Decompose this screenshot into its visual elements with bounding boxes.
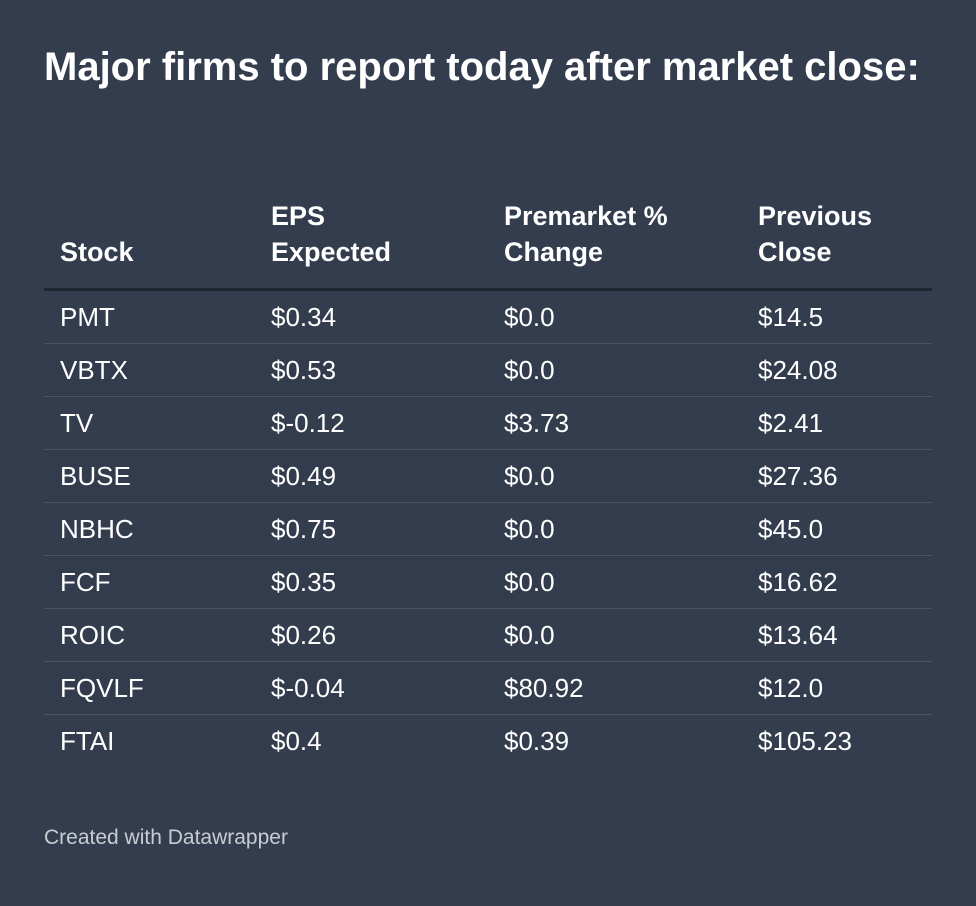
cell-stock: VBTX — [44, 343, 255, 397]
table-row: FCF $0.35 $0.0 $16.62 — [44, 555, 932, 609]
header-line-2: Close — [758, 237, 832, 267]
cell-premarket-change: $0.39 — [504, 725, 570, 756]
header-stock: Stock — [44, 196, 255, 291]
cell-premarket-change: $3.73 — [488, 396, 742, 450]
header-previous-close: Previous Close — [742, 196, 932, 291]
cell-premarket-change: $0.0 — [488, 608, 742, 662]
table-row: PMT $0.34 $0.0 $14.5 — [44, 289, 932, 344]
cell-eps-expected: $0.49 — [255, 449, 488, 503]
cell-eps-expected: $-0.04 — [255, 661, 488, 715]
header-line-2: Stock — [60, 237, 134, 267]
cell-eps-expected: $0.26 — [255, 608, 488, 662]
cell-stock: TV — [44, 396, 255, 450]
cell-stock: ROIC — [44, 608, 255, 662]
header-eps-expected: EPS Expected — [255, 196, 488, 291]
cell-premarket-change: $0.0 — [488, 555, 742, 609]
table-row: ROIC $0.26 $0.0 $13.64 — [44, 608, 932, 662]
cell-eps-expected: $0.53 — [255, 343, 488, 397]
datawrapper-credit: Created with Datawrapper — [44, 826, 288, 849]
cell-premarket-change: $0.0 — [488, 289, 742, 344]
table-row: FQVLF $-0.04 $80.92 $12.0 — [44, 661, 932, 715]
cell-stock: FTAI — [60, 725, 115, 756]
cell-premarket-change: $0.0 — [488, 343, 742, 397]
earnings-table-container: Stock EPS Expected Premarket % Change Previou… — [44, 196, 932, 767]
cell-previous-close: $14.5 — [742, 289, 932, 344]
cell-previous-close: $2.41 — [742, 396, 932, 450]
header-line-1 — [60, 198, 255, 234]
cell-eps-expected: $0.35 — [255, 555, 488, 609]
cell-previous-close: $105.23 — [758, 725, 852, 756]
table-body: PMT $0.34 $0.0 $14.5 VBTX $0.53 $0.0 $24.08 TV $-… — [44, 289, 932, 768]
cell-previous-close: $12.0 — [742, 661, 932, 715]
header-line-1: EPS — [271, 201, 326, 231]
header-row: Stock EPS Expected Premarket % Change Previou… — [44, 196, 932, 291]
cell-stock: BUSE — [44, 449, 255, 503]
header-line-2: Expected — [271, 237, 392, 267]
cell-previous-close: $45.0 — [742, 502, 932, 556]
header-line-2: Change — [504, 237, 604, 267]
cell-previous-close: $13.64 — [742, 608, 932, 662]
header-line-1: Premarket % — [504, 201, 668, 231]
cell-premarket-change: $0.0 — [488, 449, 742, 503]
cell-eps-expected: $0.75 — [255, 502, 488, 556]
cell-previous-close: $27.36 — [742, 449, 932, 503]
cell-stock: FCF — [44, 555, 255, 609]
cell-stock: PMT — [44, 289, 255, 344]
table-row: TV $-0.12 $3.73 $2.41 — [44, 396, 932, 450]
cell-eps-expected: $0.34 — [255, 289, 488, 344]
cell-premarket-change: $0.0 — [488, 502, 742, 556]
cell-premarket-change: $80.92 — [488, 661, 742, 715]
header-line-1: Previous — [758, 201, 873, 231]
cell-eps-expected: $0.4 — [271, 725, 322, 756]
cell-stock: FQVLF — [44, 661, 255, 715]
table-row: BUSE $0.49 $0.0 $27.36 — [44, 449, 932, 503]
header-premarket-change: Premarket % Change — [488, 196, 742, 291]
table-header: Stock EPS Expected Premarket % Change Previou… — [44, 196, 932, 291]
table-row: NBHC $0.75 $0.0 $45.0 — [44, 502, 932, 556]
table-row: FTAI $0.4 $0.39 $105.23 — [44, 715, 932, 768]
cell-eps-expected: $-0.12 — [255, 396, 488, 450]
earnings-table: Stock EPS Expected Premarket % Change Previou… — [44, 196, 932, 767]
cell-previous-close: $24.08 — [742, 343, 932, 397]
cell-previous-close: $16.62 — [742, 555, 932, 609]
chart-title: Major firms to report today after market… — [44, 45, 920, 89]
table-row: VBTX $0.53 $0.0 $24.08 — [44, 343, 932, 397]
cell-stock: NBHC — [44, 502, 255, 556]
